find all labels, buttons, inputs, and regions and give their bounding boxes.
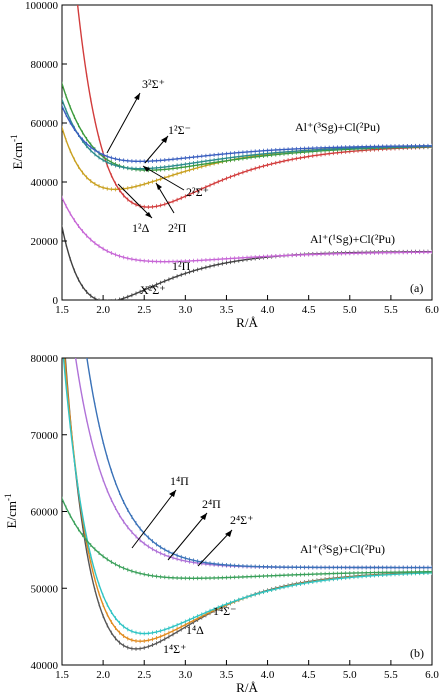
label-24sigma: 2⁴Σ⁺ [230,513,254,527]
label-12delta: 1²Δ [132,221,150,235]
arrow-24sigma [197,529,233,567]
x-tick-label: 4.0 [261,669,275,681]
panel-a: 1.5 2.0 2.5 3.0 3.5 4.0 4.5 5.0 5.5 6.0 0 20000 400… [9,0,439,330]
label-asym-high-a: Al⁺(³Sg)+Cl(²Pu) [295,120,380,134]
arrow-14pi [131,489,177,549]
y-tick-label: 80000 [31,353,59,365]
label-14pi: 1⁴Π [170,474,189,488]
x-tick-label: 1.5 [55,304,69,316]
label-asym-low-a: Al⁺(¹Sg)+Cl(²Pu) [310,232,395,246]
panel-a-ylabel: E/cm-1 [9,135,25,170]
series-line-b-1 [64,358,432,642]
label-14sigmaminus: 1⁴Σ⁻ [213,604,237,618]
x-tick-label: 3.5 [220,669,234,681]
panel-a-x-ticks: 1.5 2.0 2.5 3.0 3.5 4.0 4.5 5.0 5.5 6.0 [55,295,439,316]
x-tick-label: 6.0 [425,304,439,316]
panel-a-xlabel: R/Å [236,315,258,330]
x-tick-label: 5.0 [343,669,357,681]
series-markers-a-1 [62,195,432,264]
y-tick-label: 60000 [31,118,59,130]
x-tick-label: 2.0 [96,304,110,316]
y-tick-label: 50000 [31,583,59,595]
panel-b-ylabel: E/cm-1 [3,494,19,529]
label-14delta: 1⁴Δ [186,623,204,637]
arrow-22sigma [142,165,185,191]
panel-a-y-ticks: 0 20000 40000 60000 80000 100000 [25,0,67,307]
x-tick-label: 4.5 [302,669,316,681]
arrow-24pi [167,512,208,561]
arrow-32sigma [106,92,141,154]
y-tick-label: 40000 [31,660,59,672]
label-12sigmaminus: 1²Σ⁻ [168,123,191,137]
panel-b-label: (b) [410,646,424,660]
arrow-head-12sigmaminus [161,136,168,143]
arrow-head-32sigma [134,93,140,100]
y-tick-label: 100000 [25,0,59,12]
panel-a-frame [61,4,433,301]
arrow-head-24pi [200,513,207,520]
label-12pi: 1²Π [172,259,191,273]
arrow-head-14pi [169,490,176,497]
arrow-12delta [117,183,153,219]
panel-b: 1.5 2.0 2.5 3.0 3.5 4.0 4.5 5.0 5.5 6.0 40000 5000… [3,353,439,695]
panel-b-xlabel: R/Å [236,680,258,695]
x-tick-label: 6.0 [425,669,439,681]
series-markers-a-6 [62,104,432,164]
arrow-head-12delta [145,212,152,218]
label-14sigmaplus: 1⁴Σ⁺ [163,642,187,656]
panel-a-curves [62,5,432,300]
y-tick-label: 70000 [31,430,59,442]
x-tick-label: 2.0 [96,669,110,681]
x-tick-label: 5.5 [384,669,398,681]
x-tick-label: 3.5 [220,304,234,316]
panel-b-y-ticks: 40000 50000 60000 70000 80000 [31,353,67,672]
x-tick-label: 4.0 [261,304,275,316]
arrow-head-22sigma [143,166,150,172]
label-32sigma: 3²Σ⁺ [142,77,165,91]
x-tick-label: 4.5 [302,304,316,316]
label-24pi: 2⁴Π [202,497,221,511]
y-tick-label: 80000 [31,59,59,71]
x-tick-label: 5.0 [343,304,357,316]
series-markers-b-1 [65,372,432,644]
series-line-b-5 [86,358,432,569]
panel-b-curves [62,358,432,651]
x-tick-label: 2.5 [137,669,151,681]
y-tick-label: 20000 [31,236,59,248]
x-tick-label: 3.0 [178,304,192,316]
label-X: X²Σ⁺ [140,283,166,297]
x-tick-label: 5.5 [384,304,398,316]
x-tick-label: 1.5 [55,669,69,681]
x-tick-label: 2.5 [137,304,151,316]
series-markers-b-3 [62,496,432,581]
label-asym-b: Al⁺(³Sg)+Cl(²Pu) [300,542,385,556]
y-tick-label: 60000 [31,507,59,519]
arrow-head-22pi [156,183,162,190]
arrow-head-24sigma [225,530,232,537]
label-22pi: 2²Π [168,221,187,235]
y-tick-label: 0 [53,295,59,307]
series-line-a-3 [76,5,432,208]
y-tick-label: 40000 [31,177,59,189]
panel-b-x-ticks: 1.5 2.0 2.5 3.0 3.5 4.0 4.5 5.0 5.5 6.0 [55,660,439,681]
series-markers-b-0 [65,366,432,651]
series-markers-a-3 [78,10,432,210]
label-22sigma: 2²Σ⁺ [186,185,209,199]
series-markers-b-5 [86,358,432,570]
panel-a-label: (a) [410,281,423,295]
x-tick-label: 3.0 [178,669,192,681]
